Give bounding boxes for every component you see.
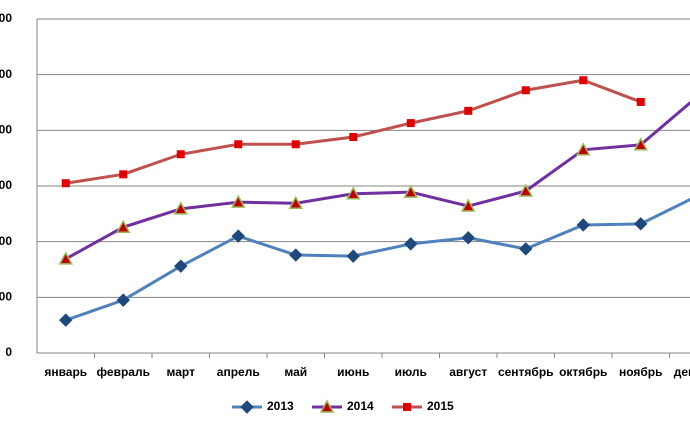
legend-item: 2013 xyxy=(232,399,294,414)
marker xyxy=(116,293,130,307)
marker xyxy=(460,198,476,212)
marker xyxy=(119,170,128,179)
x-tick-label: декабрь xyxy=(674,365,690,379)
marker xyxy=(115,219,131,233)
marker xyxy=(575,142,591,156)
marker xyxy=(173,201,189,215)
x-tick-label: май xyxy=(284,365,307,379)
marker xyxy=(633,137,649,151)
legend-label: 2015 xyxy=(427,399,454,413)
marker xyxy=(634,217,648,231)
x-tick-label: октябрь xyxy=(559,365,607,379)
marker xyxy=(240,400,254,414)
marker xyxy=(403,403,411,411)
y-tick-label: 300 xyxy=(0,178,12,192)
marker xyxy=(461,231,475,245)
marker xyxy=(230,194,246,208)
x-tick-label: сентябрь xyxy=(498,365,554,379)
marker xyxy=(349,133,358,142)
marker xyxy=(291,140,300,149)
marker xyxy=(234,140,243,149)
y-tick-label: 400 xyxy=(0,123,12,137)
x-tick-label: июнь xyxy=(337,365,369,379)
x-tick-label: ноябрь xyxy=(619,365,663,379)
marker xyxy=(521,86,530,95)
marker xyxy=(174,259,188,273)
x-tick-label: февраль xyxy=(97,365,150,379)
x-tick-label: март xyxy=(167,365,196,379)
legend-item: 2014 xyxy=(312,399,374,413)
marker xyxy=(176,150,185,159)
y-tick-label: 500 xyxy=(0,67,12,81)
series-line xyxy=(65,100,690,261)
marker xyxy=(636,97,645,106)
marker xyxy=(289,248,303,262)
marker xyxy=(345,186,361,200)
x-tick-label: июль xyxy=(395,365,427,379)
marker xyxy=(288,195,304,210)
marker xyxy=(58,251,74,265)
marker xyxy=(319,399,335,413)
marker xyxy=(519,242,533,256)
marker xyxy=(464,106,473,115)
y-tick-label: 100 xyxy=(0,290,12,304)
marker xyxy=(406,119,415,128)
legend-label: 2014 xyxy=(347,399,374,413)
y-tick-label: 600 xyxy=(0,11,12,25)
series-line xyxy=(65,197,690,322)
marker xyxy=(346,249,360,263)
x-tick-label: август xyxy=(449,365,487,379)
x-tick-label: январь xyxy=(44,365,87,379)
marker xyxy=(61,179,70,188)
legend-item: 2015 xyxy=(392,399,454,413)
marker xyxy=(403,184,419,198)
marker xyxy=(59,313,73,327)
y-tick-label: 200 xyxy=(0,234,12,248)
legend-label: 2013 xyxy=(267,399,294,413)
y-tick-label: 0 xyxy=(5,345,12,359)
marker xyxy=(404,237,418,251)
x-tick-label: апрель xyxy=(217,365,260,379)
marker xyxy=(579,76,588,85)
marker xyxy=(576,218,590,232)
marker xyxy=(518,183,534,197)
series-line xyxy=(65,78,642,185)
marker xyxy=(231,229,245,243)
